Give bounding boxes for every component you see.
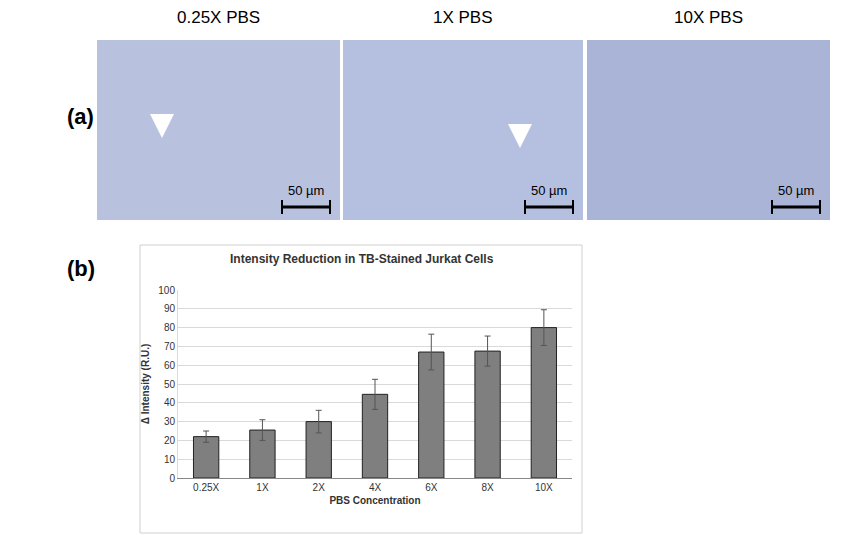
svg-text:50 µm: 50 µm [288, 183, 324, 198]
svg-text:1X PBS: 1X PBS [433, 8, 493, 27]
svg-text:1X: 1X [256, 482, 269, 493]
svg-text:10X: 10X [535, 482, 553, 493]
svg-text:0: 0 [169, 473, 175, 484]
svg-text:PBS Concentration: PBS Concentration [329, 495, 420, 506]
svg-text:4X: 4X [369, 482, 382, 493]
svg-text:40: 40 [164, 397, 176, 408]
svg-text:(a): (a) [67, 104, 94, 129]
svg-text:100: 100 [158, 285, 175, 296]
svg-text:(b): (b) [67, 256, 95, 281]
svg-text:2X: 2X [313, 482, 326, 493]
svg-text:30: 30 [164, 416, 176, 427]
svg-text:0.25X: 0.25X [193, 482, 219, 493]
svg-text:60: 60 [164, 360, 176, 371]
svg-text:0.25X PBS: 0.25X PBS [177, 8, 260, 27]
svg-text:6X: 6X [425, 482, 438, 493]
svg-text:10: 10 [164, 454, 176, 465]
svg-text:Intensity Reduction in TB-Stai: Intensity Reduction in TB-Stained Jurkat… [230, 252, 494, 266]
svg-text:80: 80 [164, 322, 176, 333]
svg-text:50 µm: 50 µm [778, 183, 814, 198]
svg-text:Δ Intensity (R.U.): Δ Intensity (R.U.) [140, 344, 151, 425]
svg-text:20: 20 [164, 435, 176, 446]
svg-text:10X PBS: 10X PBS [674, 8, 743, 27]
svg-text:50 µm: 50 µm [531, 183, 567, 198]
svg-text:90: 90 [164, 303, 176, 314]
svg-text:8X: 8X [481, 482, 494, 493]
svg-text:70: 70 [164, 341, 176, 352]
svg-text:50: 50 [164, 379, 176, 390]
